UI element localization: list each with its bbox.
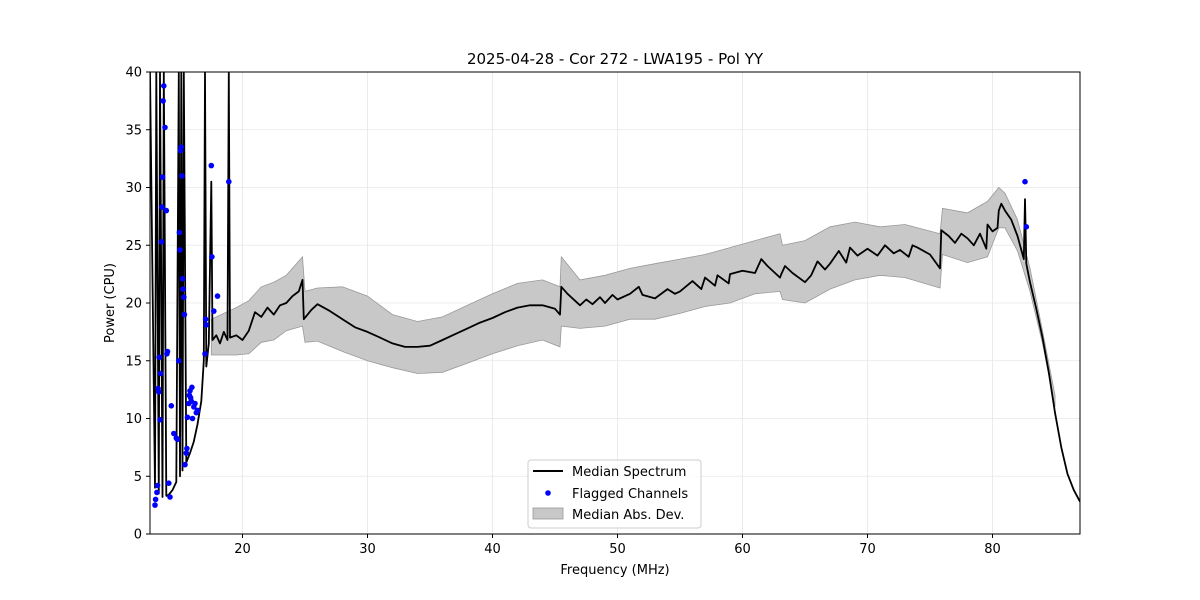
flagged-point bbox=[167, 494, 173, 500]
flagged-point bbox=[157, 416, 163, 423]
y-tick-label: 0 bbox=[134, 528, 142, 543]
median-spectrum-line bbox=[150, 72, 1080, 503]
flagged-point bbox=[176, 229, 183, 236]
flagged-point bbox=[180, 286, 186, 292]
y-tick-label: 15 bbox=[125, 354, 142, 369]
flagged-point bbox=[182, 461, 188, 468]
y-axis-label: Power (CPU) bbox=[103, 263, 118, 343]
flagged-point bbox=[163, 207, 170, 214]
mad-band-layer bbox=[210, 186, 1056, 407]
x-tick-label: 40 bbox=[484, 542, 501, 557]
chart-title: 2025-04-28 - Cor 272 - LWA195 - Pol YY bbox=[467, 50, 764, 68]
flagged-point bbox=[226, 178, 232, 185]
flagged-point bbox=[202, 316, 209, 323]
x-tick-label: 30 bbox=[359, 542, 376, 557]
legend: Median Spectrum Flagged Channels Median … bbox=[527, 459, 702, 529]
flagged-point bbox=[152, 502, 158, 508]
axis-ticks: 20 30 40 50 60 70 80 0 5 10 15 20 25 30 35 40 bbox=[125, 66, 1000, 558]
legend-dot-swatch bbox=[545, 490, 551, 496]
flagged-point bbox=[161, 83, 167, 89]
flagged-point bbox=[189, 415, 196, 422]
flagged-point bbox=[184, 414, 191, 421]
flagged-point bbox=[214, 293, 221, 299]
flagged-point bbox=[203, 322, 210, 328]
legend-flagged-channels: Flagged Channels bbox=[572, 487, 688, 502]
x-axis-label: Frequency (MHz) bbox=[560, 563, 669, 578]
legend-band-swatch bbox=[532, 507, 564, 520]
flagged-point bbox=[166, 480, 172, 487]
flagged-point bbox=[178, 144, 185, 150]
x-tick-label: 70 bbox=[859, 542, 876, 557]
flagged-point bbox=[154, 482, 161, 489]
flagged-point bbox=[164, 348, 171, 355]
y-tick-label: 5 bbox=[134, 470, 142, 485]
y-tick-label: 10 bbox=[125, 412, 142, 427]
flagged-point bbox=[159, 174, 166, 180]
flagged-points-layer bbox=[152, 83, 1030, 508]
flagged-point bbox=[208, 162, 215, 169]
y-tick-label: 30 bbox=[125, 181, 142, 196]
flagged-point bbox=[152, 496, 159, 503]
y-tick-label: 35 bbox=[125, 123, 142, 138]
flagged-point bbox=[160, 98, 166, 104]
flagged-point bbox=[184, 445, 190, 452]
flagged-point bbox=[179, 173, 185, 179]
legend-median-spectrum: Median Spectrum bbox=[572, 465, 686, 480]
median-line-layer bbox=[150, 72, 1080, 503]
flagged-point bbox=[211, 308, 217, 314]
flagged-point bbox=[209, 253, 215, 260]
flagged-point bbox=[183, 450, 190, 456]
flagged-point bbox=[189, 384, 195, 391]
legend-box bbox=[527, 459, 702, 529]
flagged-point bbox=[181, 294, 187, 301]
flagged-point bbox=[176, 358, 182, 364]
flagged-point bbox=[1022, 178, 1028, 185]
flagged-point bbox=[162, 124, 168, 131]
flagged-point bbox=[159, 204, 165, 210]
x-tick-label: 80 bbox=[984, 542, 1001, 557]
flagged-point bbox=[156, 389, 162, 395]
y-tick-label: 25 bbox=[125, 239, 142, 254]
flagged-point bbox=[181, 311, 188, 318]
flagged-point bbox=[202, 351, 208, 357]
flagged-point bbox=[156, 354, 163, 361]
flagged-point bbox=[158, 239, 165, 245]
y-tick-label: 20 bbox=[125, 297, 142, 312]
flagged-point bbox=[157, 370, 164, 377]
x-tick-label: 60 bbox=[734, 542, 751, 557]
flagged-point bbox=[179, 275, 186, 282]
x-tick-label: 20 bbox=[234, 542, 251, 557]
legend-median-abs-dev: Median Abs. Dev. bbox=[572, 508, 684, 523]
mad-band bbox=[210, 186, 1056, 407]
y-tick-label: 40 bbox=[125, 66, 142, 81]
flagged-point bbox=[194, 407, 201, 414]
flagged-point bbox=[177, 247, 183, 253]
flagged-point bbox=[168, 403, 175, 409]
flagged-point bbox=[1023, 224, 1030, 230]
flagged-point bbox=[171, 430, 177, 437]
flagged-point bbox=[154, 489, 160, 496]
flagged-point bbox=[174, 436, 181, 443]
flagged-point bbox=[192, 400, 198, 407]
x-tick-label: 50 bbox=[609, 542, 626, 557]
